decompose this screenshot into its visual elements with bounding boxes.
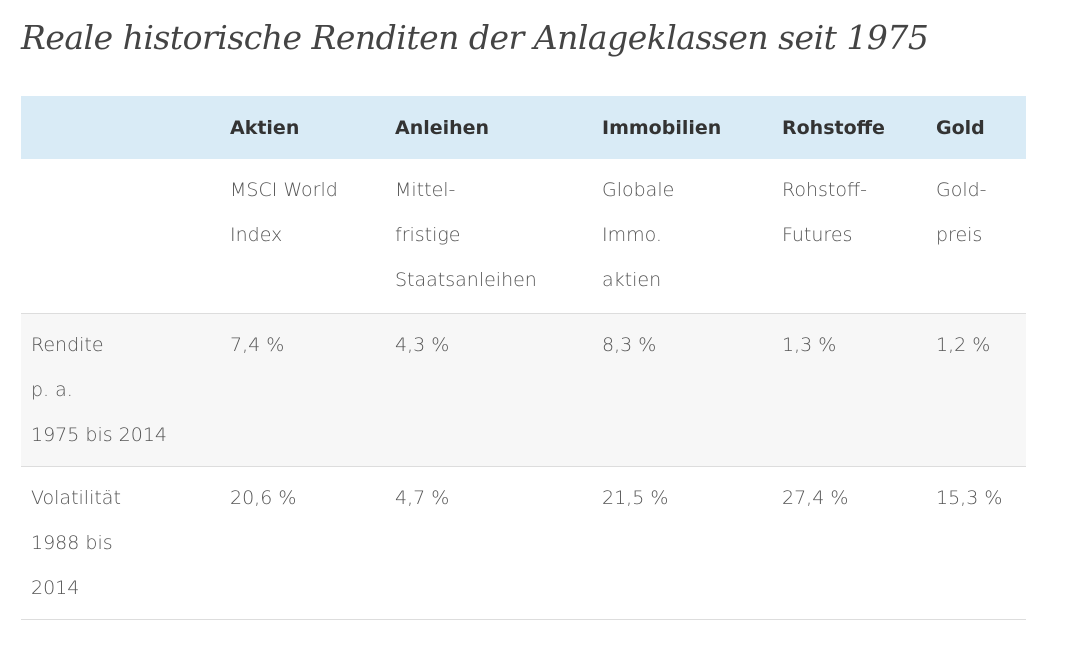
description-line: MSCI World [230,179,338,201]
description-line: fristige [395,224,461,246]
volatility-gold: 15,3 % [936,486,1003,509]
description-line: Gold- [936,179,987,201]
row-label-line: Volatilität [31,486,121,509]
description-line: Mittel- [395,179,456,201]
return-gold: 1,2 % [936,333,991,356]
page-title: Reale historische Renditen der Anlagekla… [21,18,929,57]
description-gold: Gold- preis [926,159,1026,313]
header-anleihen: Anleihen [395,116,490,139]
description-line: Futures [782,224,853,246]
description-rohstoffe: Rohstoff- Futures [772,159,926,313]
description-line: aktien [602,269,662,291]
description-row: MSCI World Index Mittel- fristige Staats… [21,159,1026,313]
header-gold: Gold [936,116,985,139]
row-label-line: p. a. [31,378,73,401]
description-aktien: MSCI World Index [220,159,385,313]
return-rohstoffe: 1,3 % [782,333,837,356]
volatility-row: Volatilität 1988 bis 2014 20,6 % 4,7 % 2… [21,466,1026,619]
return-immobilien: 8,3 % [602,333,657,356]
row-label-line: 2014 [31,576,80,599]
return-aktien: 7,4 % [230,333,285,356]
description-line: Immo. [602,224,662,246]
return-anleihen: 4,3 % [395,333,450,356]
description-line: Staatsanleihen [395,269,537,291]
description-immobilien: Globale Immo. aktien [592,159,772,313]
returns-table: Aktien Anleihen Immobilien Rohstoffe Gol… [21,96,1026,620]
header-rohstoffe: Rohstoffe [782,116,885,139]
header-corner-cell [21,96,220,159]
row-label-line: 1975 bis 2014 [31,423,168,446]
description-anleihen: Mittel- fristige Staatsanleihen [385,159,592,313]
header-immobilien: Immobilien [602,116,722,139]
return-label-cell: Rendite p. a. 1975 bis 2014 [21,313,220,466]
description-line: Globale [602,179,675,201]
row-label-line: 1988 bis [31,531,113,554]
description-label-cell [21,159,220,313]
volatility-label-cell: Volatilität 1988 bis 2014 [21,466,220,619]
volatility-rohstoffe: 27,4 % [782,486,849,509]
table-header-row: Aktien Anleihen Immobilien Rohstoffe Gol… [21,96,1026,159]
volatility-immobilien: 21,5 % [602,486,669,509]
description-line: Rohstoff- [782,179,867,201]
description-line: Index [230,224,283,246]
header-aktien: Aktien [230,116,300,139]
row-label-line: Rendite [31,333,104,356]
volatility-aktien: 20,6 % [230,486,297,509]
return-row: Rendite p. a. 1975 bis 2014 7,4 % 4,3 % … [21,313,1026,466]
description-line: preis [936,224,983,246]
volatility-anleihen: 4,7 % [395,486,450,509]
